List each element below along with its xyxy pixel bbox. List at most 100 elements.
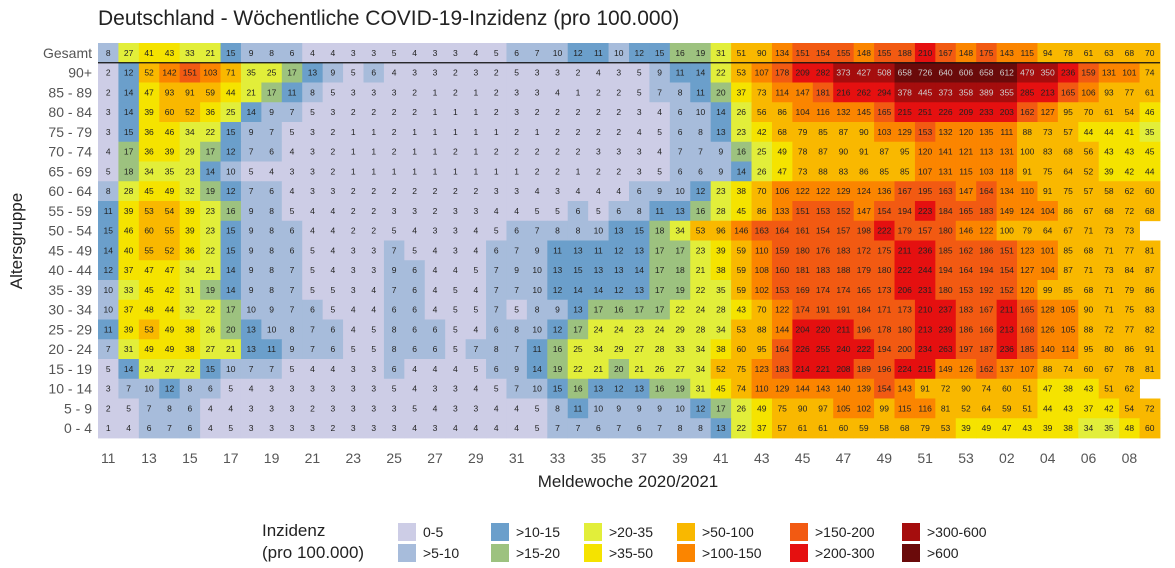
heatmap-cell-label: 10 <box>532 265 542 275</box>
heatmap-cell-label: 181 <box>816 87 830 97</box>
heatmap-cell <box>649 122 671 143</box>
heatmap-cell-label: 17 <box>655 245 665 255</box>
heatmap-cell-label: 56 <box>1084 147 1094 157</box>
heatmap-cell-label: 3 <box>290 403 295 413</box>
heatmap-cell <box>506 319 528 340</box>
heatmap-cell-label: 21 <box>206 265 216 275</box>
heatmap-cell <box>200 319 221 340</box>
heatmap-cell <box>792 359 814 380</box>
heatmap-cell <box>955 260 977 281</box>
heatmap-cell-label: 19 <box>675 384 685 394</box>
heatmap-cell <box>486 201 507 222</box>
heatmap-cell <box>914 378 936 399</box>
heatmap-cell <box>588 378 609 399</box>
heatmap-cell <box>261 280 283 301</box>
heatmap-cell <box>914 240 936 261</box>
heatmap-cell-label: 5 <box>453 305 458 315</box>
heatmap-cell <box>159 62 181 83</box>
heatmap-cell-label: 10 <box>532 384 542 394</box>
heatmap-cell <box>588 260 609 281</box>
heatmap-cell-label: 7 <box>290 285 295 295</box>
heatmap-cell <box>302 141 324 162</box>
heatmap-cell-label: 2 <box>535 147 540 157</box>
heatmap-cell-label: 165 <box>857 285 871 295</box>
heatmap-cell <box>731 359 752 380</box>
heatmap-cell <box>200 201 221 222</box>
heatmap-cell <box>894 161 916 182</box>
heatmap-cell-label: 4 <box>249 384 254 394</box>
heatmap-cell <box>138 378 160 399</box>
heatmap-cell-label: 179 <box>898 226 912 236</box>
heatmap-cell-label: 2 <box>576 68 581 78</box>
heatmap-cell-label: 9 <box>249 285 254 295</box>
heatmap-cell-label: 61 <box>1104 107 1114 117</box>
heatmap-cell-label: 8 <box>678 423 683 433</box>
heatmap-cell-label: 110 <box>755 384 769 394</box>
heatmap-cell <box>424 319 446 340</box>
heatmap-cell <box>914 260 936 281</box>
heatmap-cell-label: 8 <box>494 344 499 354</box>
heatmap-cell <box>1037 418 1059 439</box>
heatmap-cell-label: 8 <box>392 344 397 354</box>
heatmap-cell-label: 70 <box>757 186 767 196</box>
heatmap-cell <box>710 62 732 83</box>
heatmap-cell-label: 153 <box>918 127 932 137</box>
heatmap-cell <box>771 260 793 281</box>
heatmap-cell <box>914 43 936 64</box>
heatmap-cell <box>486 359 507 380</box>
heatmap-cell-label: 2 <box>514 127 519 137</box>
heatmap-cell <box>445 240 467 261</box>
heatmap-cell-label: 105 <box>1061 324 1075 334</box>
heatmap-cell <box>1017 141 1038 162</box>
heatmap-cell <box>588 359 609 380</box>
heatmap-cell <box>98 418 119 439</box>
heatmap-cell <box>1139 280 1161 301</box>
heatmap-cell <box>118 260 140 281</box>
heatmap-cell-label: 1 <box>351 127 356 137</box>
heatmap-cell-label: 79 <box>1023 226 1033 236</box>
heatmap-cell-label: 2 <box>596 107 601 117</box>
heatmap-cell-label: 49 <box>165 324 175 334</box>
heatmap-cell <box>894 359 916 380</box>
heatmap-cell <box>220 319 242 340</box>
heatmap-cell-label: 3 <box>371 384 376 394</box>
legend-label: 0-5 <box>423 524 443 540</box>
heatmap-cell-label: 3 <box>535 87 540 97</box>
heatmap-cell <box>1078 43 1100 64</box>
heatmap-cell-label: 5 <box>494 48 499 58</box>
y-tick-label: 70 - 74 <box>48 144 92 160</box>
heatmap-cell <box>506 339 528 360</box>
heatmap-cell-label: 5 <box>514 68 519 78</box>
heatmap-cell <box>833 418 855 439</box>
heatmap-cell-label: 123 <box>755 364 769 374</box>
heatmap-cell <box>588 220 609 241</box>
heatmap-cell <box>914 299 936 320</box>
heatmap-cell <box>996 201 1018 222</box>
heatmap-cell-label: 4 <box>412 384 417 394</box>
heatmap-cell-label: 7 <box>473 344 478 354</box>
heatmap-cell-label: 12 <box>634 48 644 58</box>
heatmap-cell <box>1017 82 1038 103</box>
heatmap-cell-label: 105 <box>1061 305 1075 315</box>
heatmap-cell-label: 75 <box>777 403 787 413</box>
heatmap-cell-label: 17 <box>124 147 134 157</box>
heatmap-cell-label: 9 <box>290 344 295 354</box>
heatmap-cell-label: 1 <box>453 166 458 176</box>
heatmap-cell-label: 3 <box>106 384 111 394</box>
heatmap-cell-label: 195 <box>918 186 932 196</box>
heatmap-cell-label: 1 <box>473 127 478 137</box>
heatmap-cell <box>894 240 916 261</box>
heatmap-cell-label: 3 <box>596 147 601 157</box>
y-tick-label: 75 - 79 <box>48 124 92 140</box>
heatmap-cell <box>179 319 201 340</box>
heatmap-cell <box>179 280 201 301</box>
heatmap-cell <box>159 161 181 182</box>
heatmap-cell <box>1057 240 1079 261</box>
heatmap-cell <box>1139 299 1161 320</box>
heatmap-cell-label: 57 <box>1063 127 1073 137</box>
heatmap-cell-label: 28 <box>716 206 726 216</box>
y-axis-title: Altersgruppe <box>7 193 26 289</box>
heatmap-cell <box>914 82 936 103</box>
heatmap-cell-label: 10 <box>553 48 563 58</box>
heatmap-cell <box>159 260 181 281</box>
